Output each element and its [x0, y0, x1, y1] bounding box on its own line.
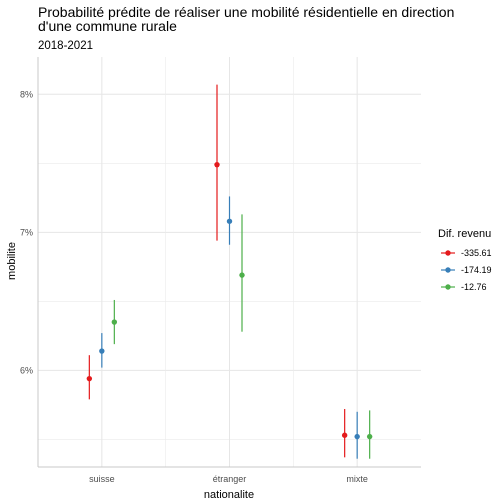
x-axis-title: nationalite: [204, 489, 254, 501]
legend-title: Dif. revenu: [438, 228, 491, 240]
legend: Dif. revenu -335.61 -174.19 -12.76: [438, 228, 492, 292]
legend-label-2: -12.76: [461, 282, 487, 292]
point-s1-2: [354, 433, 360, 440]
legend-key-point-0: [445, 250, 451, 256]
legend-label-1: -174.19: [461, 265, 492, 275]
point-s1-1: [226, 218, 233, 224]
y-axis-title: mobilite: [6, 242, 18, 280]
y-tick-label-0: 6%: [20, 365, 33, 375]
point-s2-2: [366, 433, 373, 440]
chart-title-line-1: Probabilité prédite de réaliser une mobi…: [38, 4, 454, 20]
point-s0-0: [86, 375, 93, 382]
y-tick-label-2: 8%: [20, 89, 33, 99]
point-s2-0: [111, 319, 118, 325]
x-tick-label-1: étranger: [213, 474, 247, 484]
chart-title-line-2: d'une commune rurale: [38, 18, 177, 34]
plot-marks: [86, 84, 373, 459]
legend-label-0: -335.61: [461, 248, 492, 258]
grid: [38, 57, 421, 467]
point-s0-2: [341, 432, 348, 438]
point-s1-0: [99, 348, 105, 354]
point-s0-1: [214, 161, 220, 168]
x-tick-label-2: mixte: [346, 474, 368, 484]
x-tick-label-0: suisse: [89, 474, 115, 484]
point-s2-1: [239, 272, 245, 278]
axes: [37, 57, 421, 468]
legend-key-point-1: [445, 267, 451, 273]
chart-subtitle: 2018-2021: [38, 40, 93, 52]
y-tick-label-1: 7%: [20, 227, 33, 237]
legend-key-point-2: [445, 284, 451, 290]
tick-labels: 6% 7% 8% suisse étranger mixte: [20, 89, 368, 484]
